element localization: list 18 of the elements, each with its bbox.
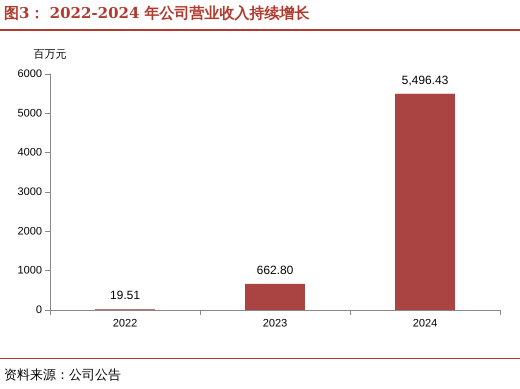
y-axis-title: 百万元: [34, 48, 66, 60]
y-tick-label: 3000: [18, 186, 42, 198]
data-label: 5,496.43: [402, 72, 449, 87]
data-label: 662.80: [256, 262, 294, 277]
y-tick-label: 1000: [18, 264, 42, 277]
data-label: 19.51: [110, 288, 140, 302]
y-tick-label: 4000: [18, 146, 42, 159]
bar: [395, 94, 455, 310]
x-tick-label: 2023: [262, 318, 288, 330]
text: 资料来源：公司公告: [4, 367, 121, 384]
x-tick-label: 2022: [112, 318, 138, 330]
bar: [245, 284, 305, 310]
y-tick-label: 5000: [18, 107, 42, 120]
y-tick-label: 2000: [18, 225, 42, 238]
y-tick-label: 0: [36, 304, 42, 316]
x-tick-label: 2024: [412, 318, 438, 330]
chart-title: 图3： 2022-2024 年公司营业收入持续增长: [4, 4, 310, 23]
y-tick-label: 6000: [18, 68, 42, 80]
